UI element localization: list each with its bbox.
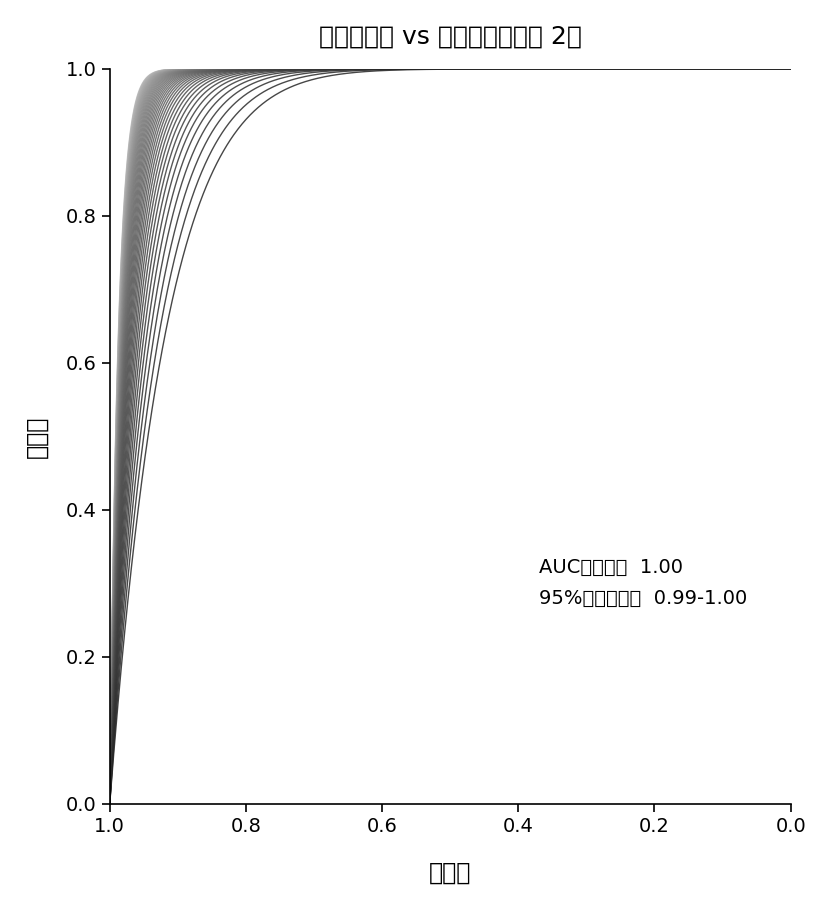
Title: 胶质瘤患者 vs 正常人（训练集 2）: 胶质瘤患者 vs 正常人（训练集 2） [319,25,582,49]
X-axis label: 特异性: 特异性 [429,861,471,885]
Y-axis label: 敏感性: 敏感性 [25,415,49,458]
Text: AUC的均值：  1.00
95%置信区间：  0.99-1.00: AUC的均值： 1.00 95%置信区间： 0.99-1.00 [538,559,747,609]
